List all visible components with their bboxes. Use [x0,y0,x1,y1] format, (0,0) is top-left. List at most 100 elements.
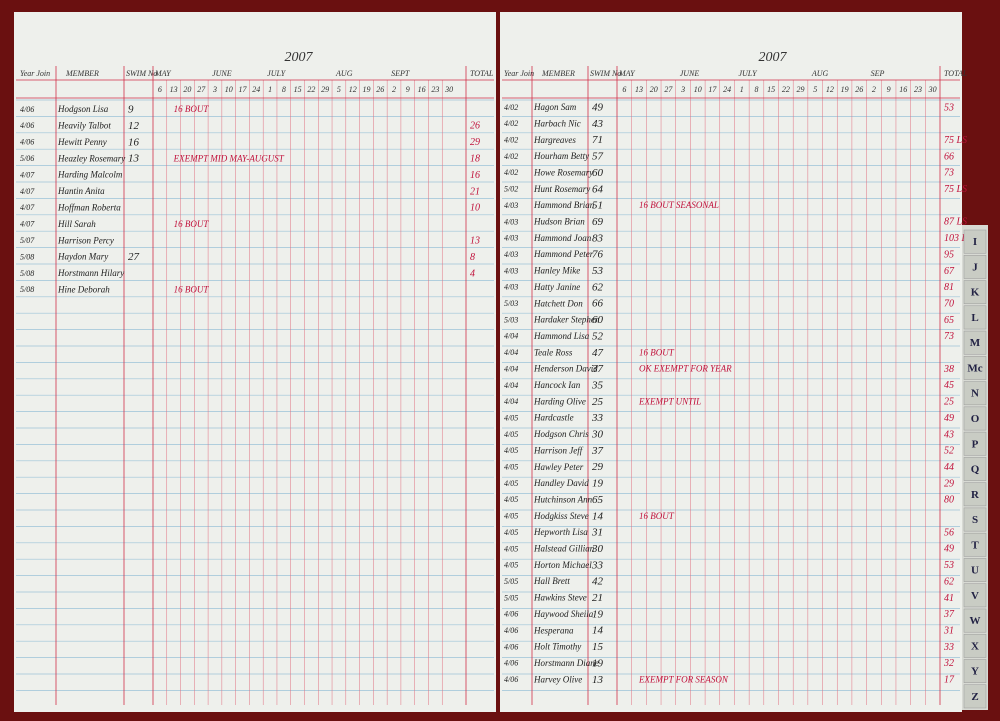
swim-number: 14 [592,625,604,637]
index-tab [963,457,987,481]
join-date: 4/05 [504,430,518,439]
swim-number: 62 [592,281,604,293]
join-date: 5/05 [504,577,518,586]
swim-number: 31 [591,527,603,539]
date-header: 22 [782,85,790,94]
member-name: Hesperana [533,625,574,635]
date-header: 29 [321,85,329,94]
join-date: 4/02 [504,103,518,112]
column-header: Year Join [504,69,534,78]
member-name: Hawkins Steve [533,593,587,603]
index-tab [963,482,987,507]
join-date: 4/05 [504,463,518,472]
join-date: 4/07 [20,187,35,196]
index-tab [963,280,987,305]
member-name: Hine Deborah [57,284,110,294]
swim-number: 51 [592,200,603,212]
total: 80 [944,495,954,506]
swim-number: 35 [591,379,604,391]
join-date: 4/03 [504,266,518,275]
swim-number: 65 [592,494,604,506]
date-header: 26 [855,85,863,94]
total: 66 [944,151,954,162]
total: 95 [944,249,954,260]
member-name: Hawley Peter [533,462,584,472]
swim-number: 13 [128,153,140,165]
join-date: 4/02 [504,119,518,128]
date-header: 30 [928,85,937,94]
join-date: 4/06 [20,138,34,147]
member-name: Holt Timothy [533,642,581,652]
note: 16 BOUT [174,284,210,294]
member-name: Hatty Janine [533,282,580,292]
join-date: 4/06 [504,610,518,619]
swim-number: 60 [592,314,604,326]
total: 17 [944,675,955,686]
total: 18 [470,153,480,164]
total: 4 [470,268,475,279]
total: 37 [943,609,955,620]
date-header: 15 [294,85,302,94]
column-header: JULY [738,69,758,78]
swim-number: 33 [591,559,604,571]
member-name: Hudson Brian [533,217,585,227]
date-header: 5 [813,85,817,94]
join-date: 4/03 [504,250,518,259]
total: 65 [944,315,954,326]
join-date: 4/05 [504,544,518,553]
column-header: MEMBER [541,69,575,78]
total: 41 [944,593,954,604]
date-header: 3 [212,85,217,94]
member-name: Heavily Talbot [57,120,111,130]
member-name: Harvey Olive [533,674,582,684]
swim-number: 12 [128,120,140,132]
index-tab [963,558,987,582]
join-date: 4/04 [504,332,518,341]
swim-number: 71 [592,134,603,146]
swim-number: 83 [592,232,604,244]
year: 2007 [759,50,788,65]
join-date: 4/02 [504,152,518,161]
index-letter: S [972,514,978,526]
join-date: 4/05 [504,512,518,521]
total: 75 LS [944,135,967,146]
swim-number: 25 [592,396,604,408]
date-header: 8 [282,85,286,94]
index-tab [963,633,987,658]
swim-number: 19 [592,608,604,620]
date-header: 1 [740,85,744,94]
total: 49 [944,544,954,555]
swim-number: 33 [591,412,604,424]
date-header: 10 [225,85,233,94]
date-header: 27 [197,85,206,94]
year: 2007 [285,50,314,65]
index-letter: J [972,261,978,273]
index-letter: U [971,565,979,577]
member-name: Hill Sarah [57,219,96,229]
swim-number: 42 [592,576,604,588]
member-name: Halstead Gillian [533,544,595,554]
total: 87 LS [944,217,967,228]
index-letter: O [971,413,980,425]
date-header: 8 [754,85,758,94]
member-name: Hanley Mike [533,266,580,276]
swim-number: 66 [592,298,604,310]
index-letter: Z [971,691,978,703]
date-header: 5 [337,85,341,94]
total: 67 [944,266,955,277]
index-tab [963,583,987,608]
join-date: 4/07 [20,170,35,179]
note: 16 BOUT [639,347,675,357]
total: 49 [944,413,954,424]
join-date: 5/02 [504,185,518,194]
swim-number: 30 [591,429,604,441]
member-name: Hardaker Stephen [533,315,600,325]
date-header: 3 [680,85,685,94]
total: 29 [470,137,480,148]
index-letter: T [971,539,979,551]
total: 25 [944,397,954,408]
total: 73 [944,168,954,179]
column-header: MAY [154,69,172,78]
note: 16 BOUT [639,511,675,521]
